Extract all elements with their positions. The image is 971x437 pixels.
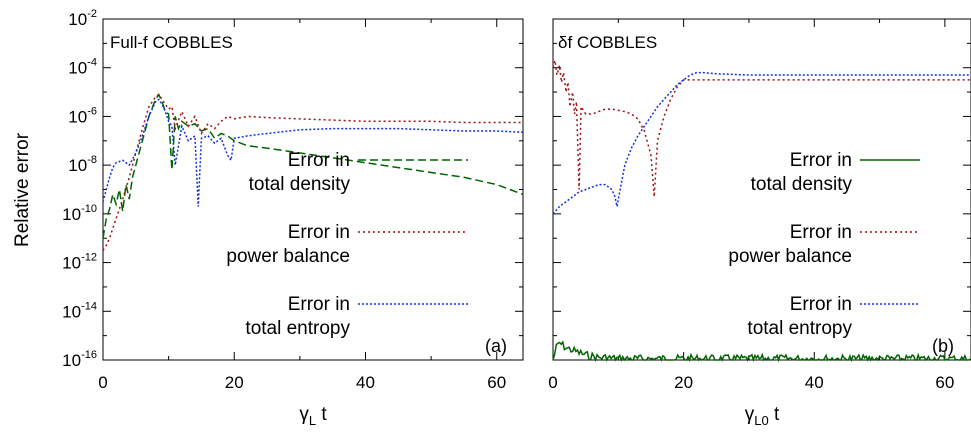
x-tick-label: 20: [225, 373, 244, 392]
y-tick-label: 10-4: [68, 57, 97, 78]
panel-b-legend: Error in total density Error in power balan…: [728, 150, 920, 339]
series-line-3: [102, 98, 524, 207]
panel-b-x-ticks: 0 20 40 60: [548, 19, 954, 392]
panel-a-y-axis-title: Relative error: [12, 132, 33, 247]
panel-b-title-symbol: δ: [558, 33, 567, 52]
x-tick-label: 0: [548, 373, 557, 392]
series-line-1: [552, 340, 971, 363]
legend-label-line1: Error in: [790, 150, 852, 171]
panel-b-x-symbol: γ: [745, 404, 755, 425]
panel-b-series: [552, 60, 971, 363]
legend-label-line1: Error in: [790, 222, 852, 243]
legend-label-line2: total entropy: [245, 318, 350, 339]
y-tick-label: 10-8: [68, 154, 97, 175]
series-line-1: [102, 92, 524, 239]
legend-label-line2: total entropy: [747, 318, 852, 339]
y-tick-label: 10-6: [68, 105, 97, 126]
panel-b-x-subscript: L0: [754, 413, 768, 428]
panel-a-x-symbol: γ: [299, 404, 309, 425]
panel-a-x-axis-title: γL t: [299, 404, 327, 428]
panel-b-x-axis-title: γL0 t: [745, 404, 780, 428]
panel-a-tag: (a): [485, 336, 507, 356]
panel-b-title-rest: f COBBLES: [567, 33, 657, 52]
legend-label-line1: Error in: [790, 294, 852, 315]
x-tick-label: 60: [487, 373, 506, 392]
legend-label-line1: Error in: [288, 222, 350, 243]
y-tick-label: 10-16: [62, 349, 97, 370]
panel-b-title: δf COBBLES: [558, 33, 657, 52]
y-tick-label: 10-2: [68, 8, 97, 29]
panel-a-x-suffix: t: [316, 404, 327, 425]
panel-a-x-subscript: L: [309, 413, 316, 428]
panel-a-title: Full-f COBBLES: [110, 33, 233, 52]
y-tick-label: 10-12: [62, 252, 97, 273]
legend-label-line2: power balance: [226, 246, 350, 267]
series-line-3: [552, 71, 971, 215]
y-tick-label: 10-14: [62, 300, 97, 321]
legend-label-line1: Error in: [288, 150, 350, 171]
panel-b: δf COBBLES (b) 0 20 40 60 Error in total den…: [548, 18, 971, 428]
panel-a-series: [102, 92, 524, 251]
x-tick-label: 40: [805, 373, 824, 392]
y-tick-label: 10-10: [62, 203, 97, 224]
panel-a: Full-f COBBLES (a) 10-2 10-4 10-6 10-8 10-10…: [12, 8, 524, 428]
legend-label-line1: Error in: [288, 294, 350, 315]
series-line-2: [552, 60, 971, 197]
panel-a-legend: Error in total density Error in power balan…: [226, 150, 468, 339]
x-tick-label: 20: [674, 373, 693, 392]
legend-label-line2: power balance: [728, 246, 852, 267]
legend-label-line2: total density: [249, 174, 351, 195]
panel-b-tag: (b): [932, 336, 954, 356]
x-tick-label: 40: [356, 373, 375, 392]
panel-b-x-suffix: t: [769, 404, 780, 425]
panel-a-y-ticks: 10-2 10-4 10-6 10-8 10-10 10-12 10-14 10-16: [62, 8, 523, 370]
panel-a-x-ticks: 0 20 40 60: [98, 19, 506, 392]
x-tick-label: 60: [935, 373, 954, 392]
x-tick-label: 0: [98, 373, 107, 392]
legend-label-line2: total density: [751, 174, 853, 195]
